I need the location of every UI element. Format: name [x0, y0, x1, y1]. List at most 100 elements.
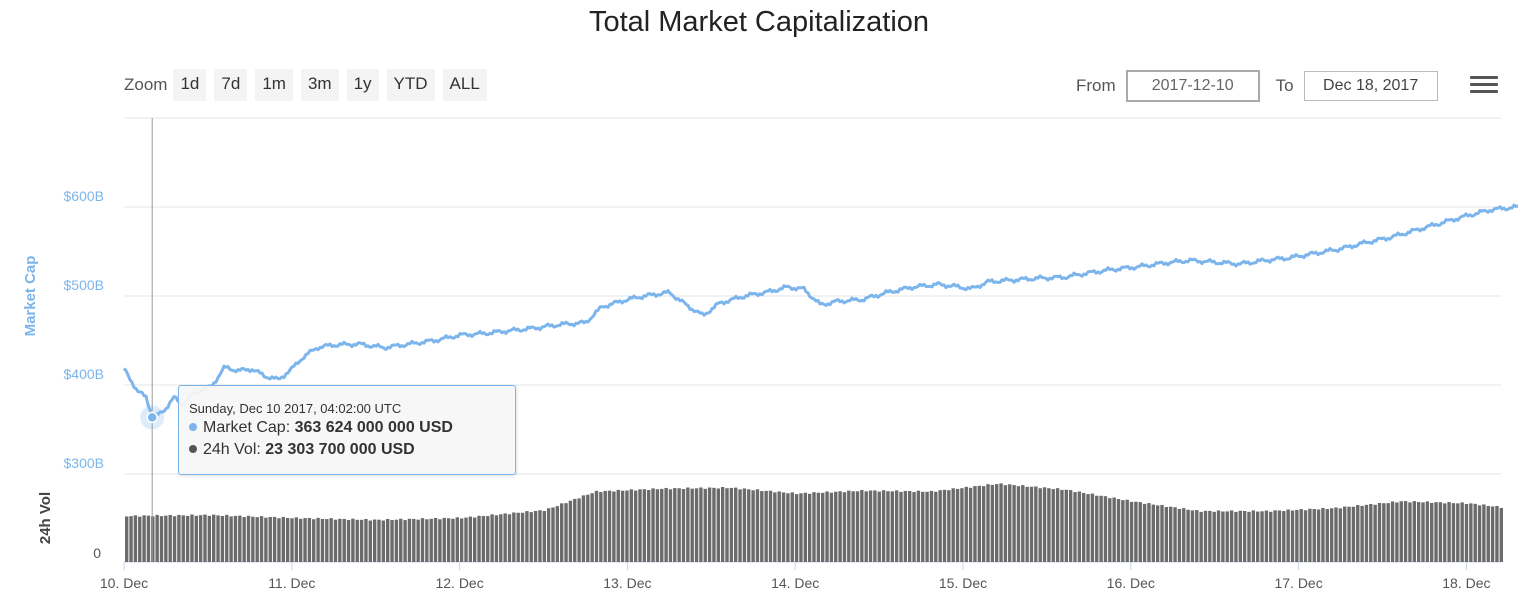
volume-bar [251, 516, 255, 562]
x-tick-label: 10. Dec [100, 575, 148, 591]
volume-bar [1390, 501, 1395, 562]
tooltip-volume-row: 24h Vol: 23 303 700 000 USD [189, 441, 415, 459]
volume-bars [125, 483, 1503, 562]
volume-bar [560, 503, 564, 562]
volume-bar [1447, 502, 1451, 562]
to-label: To [1275, 76, 1294, 95]
volume-bar [168, 514, 172, 562]
volume-bar [1282, 511, 1286, 562]
menu-bar [1470, 90, 1498, 93]
volume-bar [151, 516, 155, 562]
volume-bar [164, 515, 168, 562]
volume-bar [1047, 488, 1051, 562]
volume-bar [433, 517, 438, 562]
volume-bar [542, 511, 546, 562]
zoom-button-1m[interactable]: 1m [255, 69, 293, 101]
volume-bar [1086, 494, 1090, 562]
from-date-input[interactable] [1125, 70, 1260, 102]
x-tick-label: 15. Dec [939, 575, 987, 591]
volume-bar [673, 488, 677, 562]
zoom-button-ytd[interactable]: YTD [386, 69, 435, 101]
volume-legend-dot [189, 445, 197, 453]
volume-bar [551, 507, 555, 562]
volume-bar [1343, 506, 1347, 562]
volume-bar [1369, 503, 1373, 562]
volume-bar [212, 514, 216, 562]
volume-bar [390, 520, 394, 562]
volume-bar [294, 517, 299, 562]
tooltip-market-cap-label: Market Cap: [203, 419, 291, 436]
volume-bar [908, 490, 912, 562]
volume-bar [442, 517, 446, 562]
volume-bar [303, 518, 307, 562]
volume-bar [603, 490, 607, 562]
volume-bar [803, 492, 807, 562]
zoom-button-7d[interactable]: 7d [214, 69, 248, 101]
x-tick-label: 11. Dec [268, 575, 315, 591]
volume-bar [1169, 506, 1173, 562]
volume-bar [786, 493, 790, 562]
volume-bar [455, 517, 459, 562]
volume-bar [647, 489, 651, 562]
volume-bar [142, 515, 146, 562]
volume-bar [903, 490, 908, 562]
volume-bar [642, 489, 647, 562]
volume-bar [1125, 499, 1129, 562]
volume-bar [1460, 502, 1464, 562]
zoom-button-1y[interactable]: 1y [346, 69, 379, 101]
volume-bar [1073, 492, 1077, 562]
volume-bar [364, 518, 368, 562]
volume-bar [960, 488, 964, 562]
volume-bar [1277, 510, 1282, 562]
volume-bar [407, 518, 412, 562]
volume-bar [1038, 488, 1042, 562]
volume-bar [886, 491, 890, 562]
zoom-button-all[interactable]: ALL [442, 69, 487, 101]
volume-bar [1155, 505, 1160, 562]
hamburger-icon[interactable] [1470, 76, 1498, 96]
volume-bar [912, 492, 916, 562]
volume-bar [1195, 510, 1199, 562]
volume-bar [873, 490, 877, 562]
volume-bar [664, 487, 668, 562]
volume-bar [573, 498, 577, 562]
zoom-button-1d[interactable]: 1d [173, 69, 207, 101]
volume-bar [272, 516, 277, 562]
volume-bar [1186, 509, 1190, 562]
volume-bar [299, 518, 303, 562]
volume-bar [655, 489, 660, 562]
volume-bar [1121, 500, 1125, 562]
volume-bar [1082, 492, 1086, 562]
volume-bar [412, 518, 416, 562]
volume-bar [712, 487, 716, 562]
volume-bar [290, 518, 294, 562]
volume-bar [1116, 499, 1121, 562]
volume-bar [1151, 504, 1155, 562]
zoom-button-3m[interactable]: 3m [300, 69, 339, 101]
volume-bar [320, 518, 325, 562]
to-date-input[interactable] [1303, 71, 1438, 101]
volume-bar [242, 517, 246, 562]
from-label: From [1076, 76, 1116, 95]
volume-bar [947, 490, 951, 562]
volume-bar [1164, 507, 1169, 562]
volume-bar [1264, 510, 1269, 562]
x-tick-label: 14. Dec [771, 575, 819, 591]
volume-bar [203, 514, 207, 562]
volume-bar [520, 512, 525, 562]
volume-bar [1456, 503, 1460, 562]
volume-bar [1286, 509, 1290, 562]
volume-bar [1412, 501, 1416, 562]
volume-bar [1434, 502, 1438, 562]
volume-bar [138, 516, 142, 562]
volume-bar [512, 512, 516, 562]
volume-bar [1008, 484, 1012, 562]
volume-bar [451, 518, 455, 562]
volume-bar [1212, 511, 1216, 562]
volume-bar [964, 486, 968, 562]
volume-bar [190, 514, 194, 562]
market-cap-y-tick-label: $500B [64, 277, 104, 293]
volume-bar [420, 518, 425, 562]
volume-bar [1321, 507, 1325, 562]
